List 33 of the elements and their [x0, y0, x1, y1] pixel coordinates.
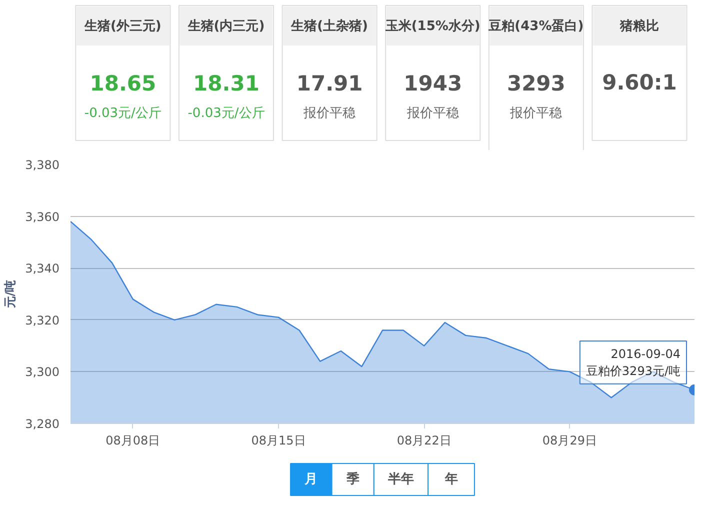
text: 月 — [304, 472, 318, 487]
text: 9.60:1 — [602, 70, 677, 94]
text: 报价平稳 — [304, 106, 356, 121]
text: 3293 — [506, 72, 566, 96]
text: 报价平稳 — [510, 106, 562, 121]
text: 17.91 — [296, 72, 363, 96]
y-axis-title: 元/吨 — [3, 280, 18, 310]
y-tick-label: 3,360 — [25, 210, 60, 224]
y-tick-label: 3,300 — [25, 365, 60, 380]
text: 报价平稳 — [406, 106, 459, 121]
x-tick-label: 08月08日 — [106, 434, 160, 448]
category-label: 生猪(外三元) — [83, 19, 162, 34]
y-tick-label: 3,280 — [25, 417, 60, 431]
text: -0.03元/公斤 — [84, 106, 162, 121]
y-tick-label: 3,380 — [25, 158, 60, 172]
y-tick-label: 3,340 — [25, 262, 60, 276]
text: 18.65 — [90, 72, 156, 96]
text: 18.31 — [193, 72, 260, 96]
text: 半年 — [386, 472, 414, 487]
x-tick-label: 08月22日 — [396, 434, 452, 448]
category-label: 玉米(15%水分) — [384, 19, 480, 34]
x-tick-label: 08月29日 — [542, 434, 597, 448]
category-label: 生猪(内三元) — [186, 19, 265, 34]
x-tick-label: 08月15日 — [251, 434, 306, 448]
category-label: 猪粮比 — [618, 18, 659, 34]
y-tick-label: 3,320 — [25, 313, 60, 328]
category-label: 生猪(土杂猪) — [290, 19, 368, 34]
annotation: 2016-09-04 豆粕价3293元/吨 — [586, 347, 681, 378]
text: 年 — [444, 472, 458, 487]
text: 1943 — [404, 72, 462, 96]
text: 季 — [345, 471, 360, 487]
category-label: 豆粕(43%蛋白) — [488, 19, 584, 34]
text: -0.03元/公斤 — [188, 106, 265, 121]
